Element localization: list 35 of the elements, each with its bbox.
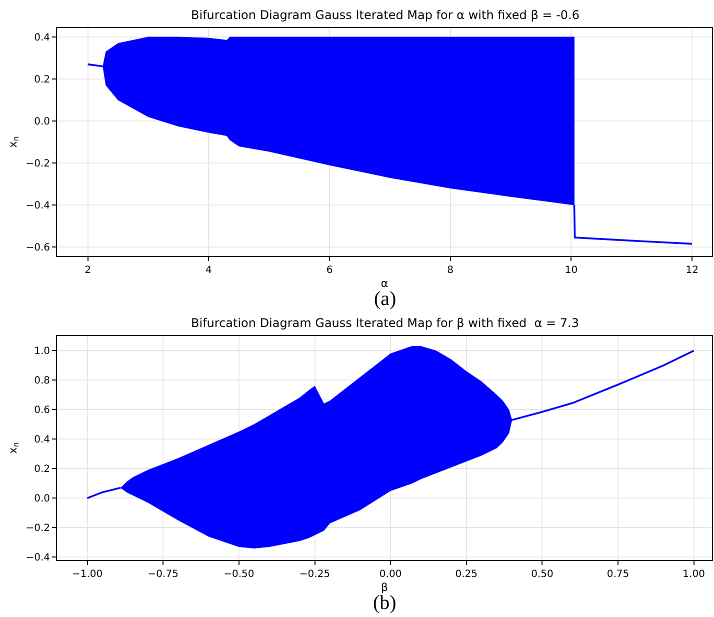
x-axis-title: β [380, 581, 388, 594]
chart-title: Bifurcation Diagram Gauss Iterated Map for β with fixed α = 7.3 [191, 316, 579, 330]
y-tick-label: 0.4 [34, 434, 50, 446]
y-tick-label: 0.4 [34, 32, 50, 44]
x-tick-label: 0.25 [455, 569, 478, 580]
x-tick-label: 12 [686, 265, 698, 276]
y-tick-label: −0.4 [26, 200, 50, 212]
x-tick-label: 4 [205, 265, 212, 276]
x-tick-label: 0.00 [379, 569, 402, 580]
x-tick-label: 0.50 [531, 569, 554, 580]
y-tick-label: −0.2 [26, 523, 50, 534]
y-tick-label: 1.0 [34, 346, 50, 358]
x-tick-label: 8 [447, 265, 454, 276]
y-tick-label: 0.8 [34, 376, 50, 387]
x-tick-label: 0.75 [606, 569, 630, 580]
y-tick-label: −0.6 [26, 242, 50, 254]
text: (b) [373, 592, 396, 614]
x-tick-label: 2 [84, 265, 92, 276]
y-tick-label: 0.6 [34, 405, 50, 416]
chart-title: Bifurcation Diagram Gauss Iterated Map for α with fixed β = -0.6 [191, 8, 580, 22]
y-tick-label: 0.2 [34, 74, 50, 86]
y-tick-label: 0.2 [34, 464, 50, 476]
x-tick-label: 10 [564, 265, 578, 276]
x-tick-label: −0.75 [148, 569, 178, 580]
x-tick-label: −0.50 [224, 569, 254, 580]
y-tick-label: 0.0 [34, 116, 50, 128]
y-tick-label: −0.2 [26, 158, 50, 170]
x-tick-label: −1.00 [72, 569, 103, 580]
x-tick-label: 1.00 [682, 569, 705, 580]
y-tick-label: 0.0 [34, 494, 50, 505]
text: (a) [374, 288, 396, 310]
x-axis-title: α [380, 277, 388, 290]
x-tick-label: −0.25 [299, 569, 330, 580]
x-tick-label: 6 [326, 265, 333, 276]
y-tick-label: −0.4 [26, 552, 50, 564]
